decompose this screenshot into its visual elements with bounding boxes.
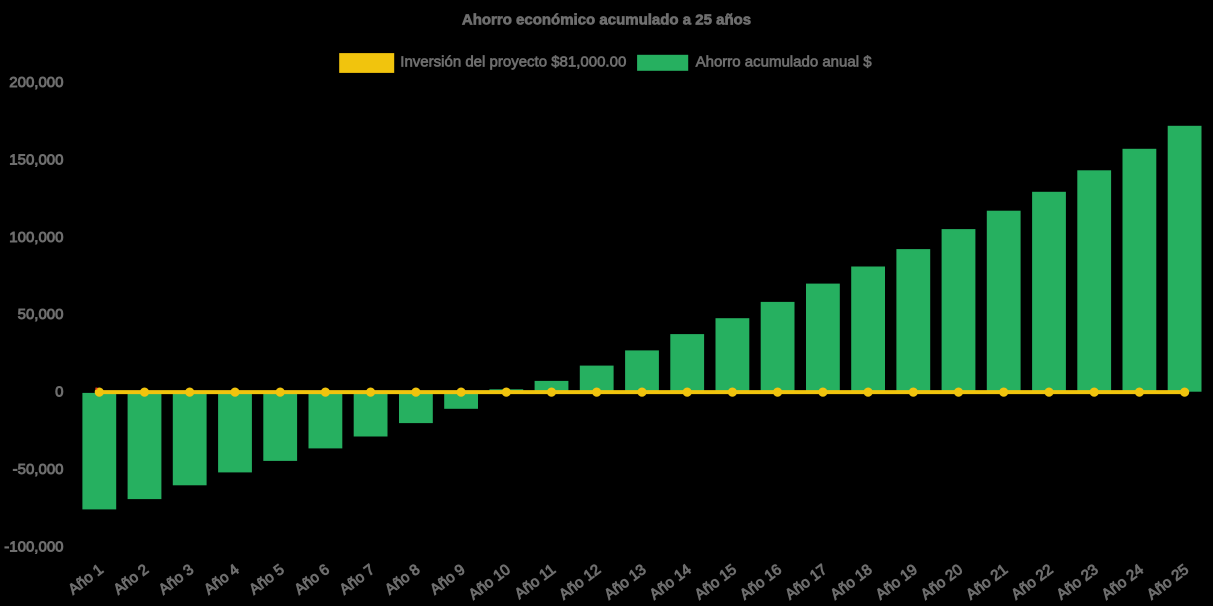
svg-text:200,000: 200,000: [9, 74, 63, 91]
svg-text:Ahorro económico acumulado a 2: Ahorro económico acumulado a 25 años: [462, 12, 751, 29]
svg-text:-100,000: -100,000: [4, 538, 63, 555]
svg-text:0: 0: [55, 384, 63, 401]
svg-text:-50,000: -50,000: [13, 461, 64, 478]
svg-text:Inversión del proyecto $81,000: Inversión del proyecto $81,000.00: [400, 53, 626, 70]
svg-text:Ahorro acumulado anual $: Ahorro acumulado anual $: [696, 53, 873, 70]
svg-text:100,000: 100,000: [9, 229, 63, 246]
svg-text:150,000: 150,000: [9, 151, 63, 168]
svg-text:50,000: 50,000: [18, 306, 64, 323]
